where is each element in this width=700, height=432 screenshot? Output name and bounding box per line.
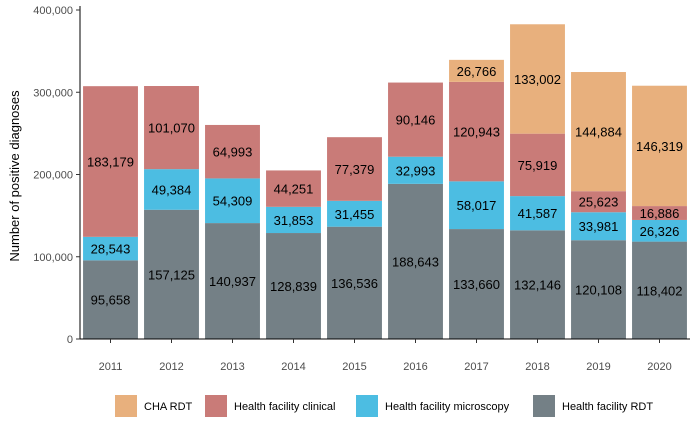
bar-segment: [266, 206, 321, 234]
data-label: 133,660: [453, 277, 500, 292]
data-label: 77,379: [335, 162, 375, 177]
data-label: 90,146: [396, 113, 436, 128]
data-label: 64,993: [213, 145, 253, 160]
data-label: 25,623: [579, 195, 619, 210]
bar-segment: [632, 241, 687, 339]
bar-segment: [83, 260, 138, 339]
x-axis: 2011 2012 2013 2014 2015 2016 2017 2018 2019 2020: [80, 338, 690, 373]
bar-segment: [388, 82, 443, 157]
x-tick-label: 2017: [464, 361, 488, 373]
bar-segment: [571, 191, 626, 213]
data-label: 183,179: [87, 155, 134, 170]
legend-swatch: [115, 395, 137, 417]
segment-labels: 95,658 28,543 183,179 157,125 49,384 101,070 1…: [87, 64, 683, 308]
y-tick-label: 400,000: [33, 5, 73, 17]
data-label: 144,884: [575, 125, 622, 140]
data-label: 26,326: [640, 224, 680, 239]
bar-segment: [144, 209, 199, 339]
bar-segment: [449, 229, 504, 339]
bar-segment: [571, 212, 626, 241]
x-tick-label: 2012: [159, 361, 183, 373]
bar-segment: [632, 219, 687, 242]
bar-segment: [510, 24, 565, 134]
data-label: 140,937: [209, 274, 256, 289]
legend-label: CHA RDT: [144, 401, 193, 413]
bar-segment: [388, 156, 443, 184]
x-tick-label: 2019: [586, 361, 610, 373]
bar-segment: [510, 133, 565, 197]
bar-segment: [510, 196, 565, 231]
data-label: 31,455: [335, 207, 375, 222]
y-axis: 0 100,000 200,000 300,000 400,000: [33, 5, 81, 346]
data-label: 146,319: [636, 139, 683, 154]
data-label: 58,017: [457, 198, 497, 213]
data-label: 136,536: [331, 276, 378, 291]
y-tick-label: 300,000: [33, 87, 73, 99]
y-tick-label: 0: [67, 334, 73, 346]
bar-segment: [388, 183, 443, 339]
bar-segment: [510, 230, 565, 339]
bar-segment: [266, 170, 321, 207]
legend-label: Health facility RDT: [562, 401, 653, 413]
x-tick-label: 2013: [220, 361, 244, 373]
bars: [83, 24, 687, 339]
data-label: 54,309: [213, 194, 253, 209]
bar-segment: [449, 181, 504, 230]
legend: CHA RDT Health facility clinical Health fa…: [115, 395, 653, 417]
legend-swatch: [356, 395, 378, 417]
data-label: 133,002: [514, 72, 561, 87]
x-tick-label: 2015: [342, 361, 366, 373]
data-label: 16,886: [640, 206, 680, 221]
legend-swatch: [205, 395, 227, 417]
bar-segment: [83, 86, 138, 237]
bar-segment: [327, 137, 382, 201]
data-label: 28,543: [91, 242, 131, 257]
data-label: 120,943: [453, 125, 500, 140]
bar-segment: [449, 59, 504, 82]
bar-segment: [571, 72, 626, 192]
x-tick-label: 2020: [647, 361, 671, 373]
data-label: 101,070: [148, 121, 195, 136]
data-label: 26,766: [457, 64, 497, 79]
x-tick-label: 2014: [281, 361, 305, 373]
y-tick-label: 100,000: [33, 252, 73, 264]
data-label: 128,839: [270, 279, 317, 294]
y-tick-label: 200,000: [33, 170, 73, 182]
bar-segment: [205, 124, 260, 179]
x-tick-label: 2011: [99, 361, 123, 373]
data-label: 95,658: [91, 293, 131, 308]
data-label: 157,125: [148, 267, 195, 282]
data-label: 44,251: [274, 182, 314, 197]
bar-segment: [83, 236, 138, 261]
data-label: 49,384: [152, 182, 192, 197]
legend-label: Health facility microscopy: [385, 401, 510, 413]
bar-segment: [266, 233, 321, 339]
data-label: 118,402: [636, 283, 682, 298]
data-label: 75,919: [518, 158, 558, 173]
data-label: 31,853: [274, 213, 314, 228]
data-label: 33,981: [579, 219, 619, 234]
bar-segment: [327, 226, 382, 339]
bar-segment: [632, 206, 687, 220]
x-tick-label: 2016: [403, 361, 427, 373]
data-label: 120,108: [575, 283, 622, 298]
bar-segment: [632, 85, 687, 207]
data-label: 188,643: [392, 254, 439, 269]
bar-segment: [205, 223, 260, 339]
bar-segment: [205, 178, 260, 224]
legend-label: Health facility clinical: [234, 401, 335, 413]
bar-segment: [449, 81, 504, 182]
x-tick-label: 2018: [525, 361, 549, 373]
y-axis-title-group: Number of positive diagnoses: [7, 90, 22, 262]
data-label: 32,993: [396, 163, 436, 178]
data-label: 132,146: [514, 278, 561, 293]
bar-segment: [327, 200, 382, 227]
legend-swatch: [533, 395, 555, 417]
y-axis-title: Number of positive diagnoses: [7, 90, 22, 262]
bar-segment: [144, 86, 199, 170]
bar-segment: [571, 240, 626, 339]
data-label: 41,587: [518, 206, 558, 221]
bar-segment: [144, 169, 199, 210]
